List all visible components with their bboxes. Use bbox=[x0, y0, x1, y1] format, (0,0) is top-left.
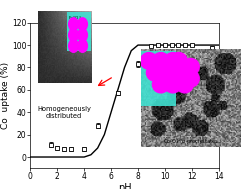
X-axis label: pH: pH bbox=[118, 183, 131, 189]
Circle shape bbox=[158, 64, 175, 81]
Bar bbox=[141, 51, 176, 106]
Circle shape bbox=[152, 53, 169, 69]
Text: Fe$_2$O$_3$: Fe$_2$O$_3$ bbox=[68, 14, 82, 22]
Circle shape bbox=[182, 70, 199, 87]
Circle shape bbox=[170, 53, 187, 69]
Circle shape bbox=[78, 18, 87, 31]
Circle shape bbox=[78, 29, 87, 42]
Circle shape bbox=[164, 53, 181, 69]
Circle shape bbox=[170, 64, 187, 81]
Circle shape bbox=[69, 29, 78, 42]
Bar bbox=[67, 12, 91, 51]
Circle shape bbox=[164, 76, 181, 93]
Circle shape bbox=[147, 64, 163, 81]
Circle shape bbox=[140, 53, 157, 69]
Y-axis label: Co  uptake (%): Co uptake (%) bbox=[1, 62, 10, 129]
Circle shape bbox=[69, 18, 78, 31]
Circle shape bbox=[152, 76, 169, 93]
Circle shape bbox=[182, 58, 199, 75]
Text: Co(OH)$_2$ precipitates: Co(OH)$_2$ precipitates bbox=[163, 137, 219, 146]
Circle shape bbox=[78, 39, 87, 52]
Circle shape bbox=[176, 64, 193, 81]
Circle shape bbox=[176, 76, 193, 93]
Text: Homogeneously
distributed: Homogeneously distributed bbox=[37, 106, 91, 119]
Text: Fe$_2$O$_3$: Fe$_2$O$_3$ bbox=[143, 52, 157, 60]
Circle shape bbox=[69, 39, 78, 52]
